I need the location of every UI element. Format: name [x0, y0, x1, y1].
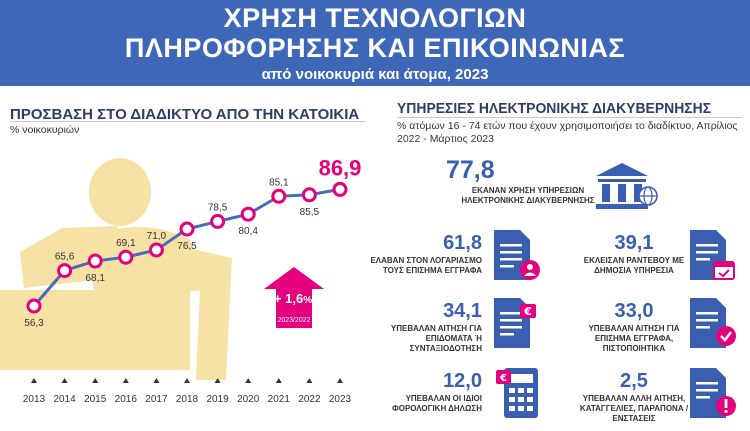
egov-total-desc: ΕΚΑΝΑΝ ΧΡΗΣΗ ΥΠΗΡΕΣΙΩΝ ΗΛΕΚΤΡΟΝΙΚΗΣ ΔΙΑΚ… — [461, 186, 595, 205]
silhouette-chair — [175, 245, 232, 380]
change-badge-unit: % — [303, 295, 312, 306]
x-tick-label-2014: 2014 — [53, 394, 76, 405]
x-tick-label-2018: 2018 — [176, 394, 199, 405]
stat-other-applications: 2,5 ΥΠΕΒΑΛΑΝ ΑΛΛΗ ΑΙΤΗΣΗ, ΚΑΤΑΓΓΕΛΙΕΣ, Π… — [574, 370, 694, 424]
stat-value: 12,0 — [443, 370, 482, 392]
internet-access-line-chart: + 1,6% 2023/2022 56,3 65,6 68,1 69,1 71,0 76,… — [0, 155, 361, 405]
data-label-2015: 68,1 — [85, 273, 105, 284]
x-tick-mark-2016 — [122, 378, 129, 383]
data-labels: 56,3 65,6 68,1 69,1 71,0 76,5 78,5 80,4 85,1 85,5… — [24, 155, 361, 329]
data-point-2022 — [301, 187, 317, 203]
egov-title-divider — [397, 117, 742, 118]
stat-benefits-application: 34,1 ΥΠΕΒΑΛΑΝ ΑΙΤΗΣΗ ΓΙΑ ΕΠΙΔΟΜΑΤΑ Ή ΣΥΝ… — [362, 300, 482, 354]
change-badge: + 1,6% 2023/2022 — [264, 267, 324, 328]
document-check-icon — [690, 298, 736, 348]
person-laptop-silhouette — [0, 158, 232, 380]
stat-desc: ΕΚΛΕΙΣΑΝ ΡΑΝΤΕΒΟΥ ΜΕ ΔΗΜΟΣΙΑ ΥΠΗΡΕΣΙΑ — [583, 256, 685, 275]
data-point-2018 — [179, 221, 195, 237]
stat-value: 33,0 — [614, 300, 654, 322]
change-badge-period: 2023/2022 — [277, 317, 310, 324]
data-point-2020 — [240, 206, 256, 222]
document-user-icon — [494, 230, 540, 280]
data-point-2014 — [57, 263, 73, 279]
stat-appointments: 39,1 ΕΚΛΕΙΣΑΝ ΡΑΝΤΕΒΟΥ ΜΕ ΔΗΜΟΣΙΑ ΥΠΗΡΕΣ… — [574, 232, 694, 276]
data-label-2023: 86,9 — [319, 155, 362, 180]
stat-desc: ΥΠΕΒΑΛΑΝ ΑΛΛΗ ΑΙΤΗΣΗ, ΚΑΤΑΓΓΕΛΙΕΣ, ΠΑΡΑΠ… — [579, 394, 689, 423]
banner-title-line2: ΠΛΗΡΟΦΟΡΗΣΗΣ ΚΑΙ ΕΠΙΚΟΙΝΩΝΙΑΣ — [124, 33, 626, 63]
stat-tax-return: 12,0 ΥΠΕΒΑΛΑΝ ΟΙ ΙΔΙΟΙ ΦΟΡΟΛΟΓΙΚΗ ΔΗΛΩΣΗ — [362, 370, 482, 414]
x-tick-label-2022: 2022 — [298, 394, 321, 405]
x-tick-label-2019: 2019 — [206, 394, 229, 405]
x-tick-mark-2015 — [92, 378, 99, 383]
x-axis: 2013 2014 2015 2016 2017 2018 2019 2020 2021 2022… — [23, 378, 352, 405]
stat-official-documents-application: 33,0 ΥΠΕΒΑΛΑΝ ΑΙΤΗΣΗ ΓΙΑ ΕΠΙΣΗΜΑ ΕΓΓΡΑΦΑ… — [574, 300, 694, 354]
x-tick-mark-2023 — [337, 378, 343, 383]
x-tick-mark-2021 — [275, 378, 282, 383]
banner-title-line1: ΧΡΗΣΗ ΤΕΧΝΟΛΟΓΙΩΝ — [223, 3, 527, 33]
egov-title: ΥΠΗΡΕΣΙΕΣ ΗΛΕΚΤΡΟΝΙΚΗΣ ΔΙΑΚΥΒΕΡΝΗΣΗΣ — [397, 100, 712, 117]
data-label-2021: 85,1 — [269, 177, 289, 188]
stat-desc: ΕΛΑΒΑΝ ΣΤΟΝ ΛΟΓΑΡΙΑΣΜΟ ΤΟΥΣ ΕΠΙΣΗΜΑ ΕΓΓΡ… — [370, 256, 482, 275]
data-point-2023 — [332, 181, 348, 197]
chart-title: ΠΡΟΣΒΑΣΗ ΣΤΟ ΔΙΑΔΙΚΤΥΟ ΑΠΟ ΤΗΝ ΚΑΤΟΙΚΙΑ — [10, 106, 360, 123]
change-badge-value: + 1,6 — [274, 291, 303, 306]
data-label-2018: 76,5 — [177, 241, 197, 252]
egov-total-value: 77,8 — [446, 156, 495, 184]
data-point-2021 — [271, 188, 287, 204]
data-label-2019: 78,5 — [208, 202, 228, 213]
data-point-2019 — [210, 213, 226, 229]
x-tick-label-2016: 2016 — [115, 394, 138, 405]
stat-value: 2,5 — [620, 370, 648, 392]
x-tick-label-2021: 2021 — [268, 394, 291, 405]
data-label-2016: 69,1 — [116, 238, 136, 249]
stat-value: 61,8 — [443, 232, 482, 254]
egov-subtitle: % ατόμων 16 - 74 ετών που έχουν χρησιμοπ… — [397, 120, 738, 145]
stat-desc: ΥΠΕΒΑΛΑΝ ΟΙ ΙΔΙΟΙ ΦΟΡΟΛΟΓΙΚΗ ΔΗΛΩΣΗ — [392, 394, 482, 413]
stat-received-documents: 61,8 ΕΛΑΒΑΝ ΣΤΟΝ ΛΟΓΑΡΙΑΣΜΟ ΤΟΥΣ ΕΠΙΣΗΜΑ… — [362, 232, 482, 276]
svg-text:€: € — [523, 305, 532, 318]
x-tick-label-2020: 2020 — [237, 394, 260, 405]
stat-desc: ΥΠΕΒΑΛΑΝ ΑΙΤΗΣΗ ΓΙΑ ΕΠΙΣΗΜΑ ΕΓΓΡΑΦΑ, ΠΙΣ… — [588, 324, 680, 353]
calculator-euro-icon: € — [496, 368, 538, 418]
change-badge-arrow — [264, 267, 324, 328]
svg-text:+ 1,6%: + 1,6% — [274, 291, 312, 306]
x-tick-label-2015: 2015 — [84, 394, 107, 405]
data-point-2016 — [118, 249, 134, 265]
x-tick-mark-2014 — [61, 378, 68, 383]
data-label-2014: 65,6 — [55, 252, 75, 263]
data-label-2017: 71,0 — [147, 231, 167, 242]
x-tick-mark-2013 — [31, 378, 37, 383]
x-tick-label-2023: 2023 — [329, 394, 352, 405]
silhouette-head — [89, 158, 151, 226]
svg-text:€: € — [499, 373, 507, 384]
x-tick-label-2013: 2013 — [23, 394, 46, 405]
stat-value: 39,1 — [614, 232, 654, 254]
data-label-2020: 80,4 — [238, 226, 258, 237]
data-point-2015 — [87, 253, 103, 269]
x-tick-mark-2017 — [153, 378, 160, 383]
document-alert-icon — [690, 368, 736, 418]
data-point-2017 — [148, 242, 164, 258]
stat-desc: ΥΠΕΒΑΛΑΝ ΑΙΤΗΣΗ ΓΙΑ ΕΠΙΔΟΜΑΤΑ Ή ΣΥΝΤΑΞΙΟ… — [390, 324, 482, 353]
document-euro-icon: € — [494, 298, 536, 348]
banner-subtitle: από νοικοκυριά και άτομα, 2023 — [261, 66, 489, 83]
x-tick-mark-2020 — [245, 378, 252, 383]
data-point-2013 — [26, 298, 42, 314]
chart-title-divider — [10, 121, 365, 122]
x-tick-label-2017: 2017 — [145, 394, 168, 405]
stat-value: 34,1 — [443, 300, 482, 322]
data-label-2013: 56,3 — [24, 318, 44, 329]
chart-unit-label: % νοικοκυριών — [10, 124, 80, 136]
data-label-2022: 85,5 — [300, 207, 320, 218]
x-tick-mark-2018 — [184, 378, 190, 383]
x-tick-mark-2022 — [306, 378, 313, 383]
document-calendar-icon — [690, 230, 735, 280]
header-banner: ΧΡΗΣΗ ΤΕΧΝΟΛΟΓΙΩΝ ΠΛΗΡΟΦΟΡΗΣΗΣ ΚΑΙ ΕΠΙΚΟ… — [0, 0, 750, 86]
x-tick-mark-2019 — [214, 378, 221, 383]
government-building-icon — [596, 163, 658, 209]
data-markers — [26, 181, 348, 314]
